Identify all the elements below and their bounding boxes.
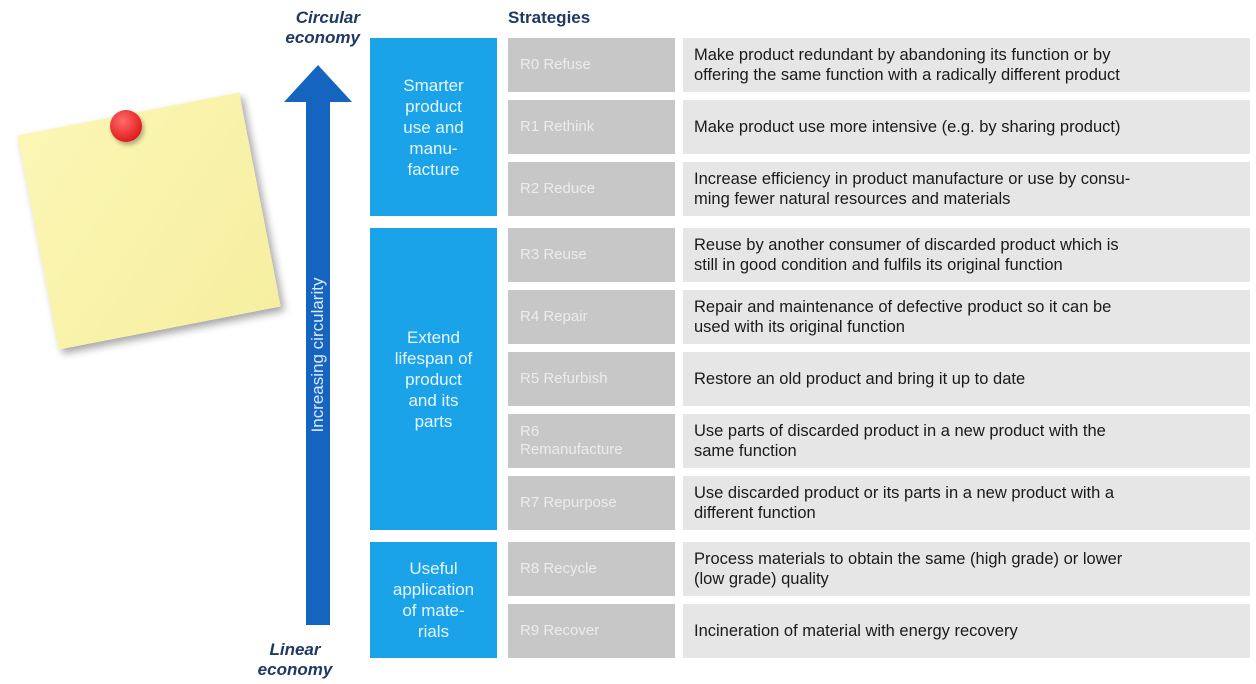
strategies-header: Strategies (508, 8, 591, 27)
group-label: Extend lifespan of product and its parts (370, 228, 497, 530)
description: Increase efficiency in product manufactu… (683, 162, 1250, 216)
strategy: R1 Rethink (508, 100, 675, 154)
description: Repair and maintenance of defective prod… (683, 290, 1250, 344)
arrow (284, 65, 352, 625)
circular-label: Circular economy (285, 8, 360, 47)
description: Use discarded product or its parts in a … (683, 476, 1250, 530)
strategy: R2 Reduce (508, 162, 675, 216)
strategy: R8 Recycle (508, 542, 675, 596)
pin (110, 110, 142, 142)
description: Incineration of material with energy rec… (683, 604, 1250, 658)
description: Use parts of discarded product in a new … (683, 414, 1250, 468)
group-label: Useful application of mate- rials (370, 542, 497, 658)
strategy: R7 Repurpose (508, 476, 675, 530)
description: Make product use more intensive (e.g. by… (683, 100, 1250, 154)
arrow-shape (284, 65, 352, 625)
sticky-note (17, 92, 281, 350)
strategy: R4 Repair (508, 290, 675, 344)
strategy: R6 Remanufacture (508, 414, 675, 468)
strategy: R3 Reuse (508, 228, 675, 282)
arrow-label: Increasing circularity (308, 277, 327, 433)
linear-label: Linear economy (257, 640, 333, 679)
group-label: Smarter product use and manu- facture (370, 38, 497, 216)
strategy: R0 Refuse (508, 38, 675, 92)
description: Reuse by another consumer of discarded p… (683, 228, 1250, 282)
description: Process materials to obtain the same (hi… (683, 542, 1250, 596)
strategy: R5 Refurbish (508, 352, 675, 406)
description: Restore an old product and bring it up t… (683, 352, 1250, 406)
description: Make product redundant by abandoning its… (683, 38, 1250, 92)
strategy: R9 Recover (508, 604, 675, 658)
